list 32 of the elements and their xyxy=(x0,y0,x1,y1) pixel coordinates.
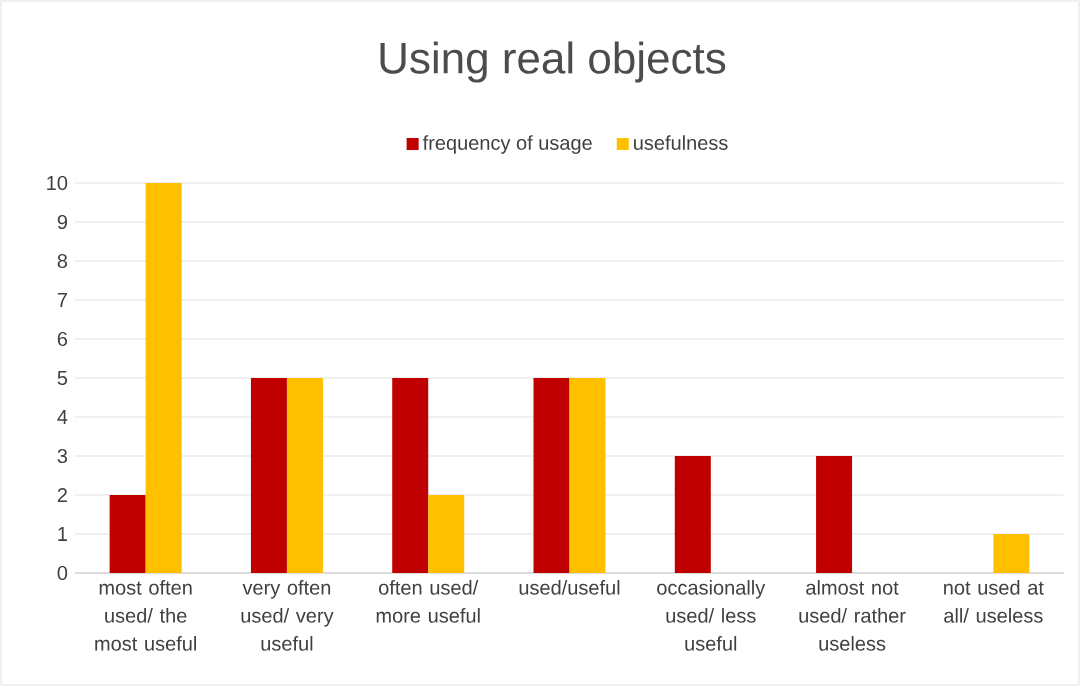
bar xyxy=(286,378,323,573)
bar xyxy=(993,534,1030,573)
bar xyxy=(109,495,146,573)
y-tick-label: 10 xyxy=(47,175,68,191)
bar xyxy=(250,378,287,573)
y-tick-label: 4 xyxy=(57,410,68,424)
y-tick-label: 8 xyxy=(57,253,68,269)
legend-label: usefulness xyxy=(634,135,728,150)
bar xyxy=(428,495,465,573)
x-tick-label: very often used/ very useful xyxy=(241,580,334,651)
x-tick-label: often used/ more useful xyxy=(376,580,480,623)
bar xyxy=(145,183,182,573)
y-tick-label: 5 xyxy=(57,371,68,385)
y-tick-label: 3 xyxy=(57,448,68,464)
y-tick-label: 1 xyxy=(58,527,67,541)
y-tick-label: 7 xyxy=(57,293,67,307)
y-tick-label: 0 xyxy=(57,565,68,581)
y-tick-label: 2 xyxy=(57,488,67,502)
x-tick-label: most often used/ the most useful xyxy=(95,580,196,651)
bar xyxy=(569,378,606,573)
legend-label: frequency of usage xyxy=(422,135,592,154)
x-tick-label: occasionally used/ less useful xyxy=(657,580,766,651)
bar xyxy=(392,378,429,573)
y-tick-label: 6 xyxy=(57,331,68,347)
bar xyxy=(674,456,711,573)
y-tick-label: 9 xyxy=(57,214,68,230)
bar xyxy=(533,378,570,573)
chart-title: Using real objects xyxy=(380,41,726,83)
x-tick-label: almost not used/ rather useless xyxy=(799,580,906,651)
bar xyxy=(816,456,853,573)
x-tick-label: used/useful xyxy=(519,580,620,595)
x-tick-label: not used at all/ useless xyxy=(944,580,1044,623)
